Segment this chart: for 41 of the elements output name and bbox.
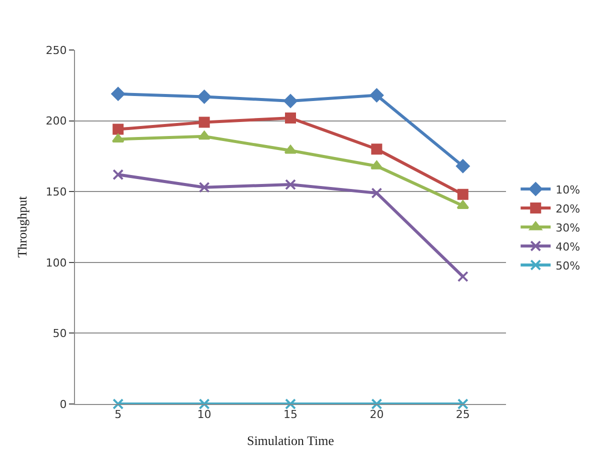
point <box>284 94 298 108</box>
legend-label: 10% <box>556 183 580 196</box>
point <box>371 144 382 155</box>
legend-label: 20% <box>556 202 580 216</box>
point <box>371 188 382 199</box>
y-axis-title: Throughput <box>14 196 30 258</box>
point <box>197 90 212 104</box>
point <box>111 87 125 101</box>
point <box>371 398 382 410</box>
point <box>198 116 210 128</box>
x-tick-label: 5 <box>114 408 122 422</box>
point <box>285 179 296 190</box>
point <box>456 200 470 210</box>
point <box>370 88 384 102</box>
legend-label: 40% <box>556 240 580 254</box>
x-tick-label: 15 <box>284 408 298 422</box>
y-tick-label: 50 <box>52 327 67 340</box>
y-tick-label: 0 <box>60 398 67 411</box>
point <box>285 112 296 124</box>
legend-label: 50% <box>556 259 580 272</box>
point <box>198 130 210 140</box>
x-axis-title: Simulation Time <box>246 432 334 448</box>
point <box>456 159 470 173</box>
point <box>198 398 210 410</box>
point <box>112 169 124 180</box>
y-tick-label: 100 <box>46 256 67 270</box>
point <box>198 182 210 193</box>
point <box>112 124 124 135</box>
x-tick-label: 25 <box>456 408 470 422</box>
point <box>457 271 468 282</box>
y-tick-label: 200 <box>46 114 67 128</box>
point <box>457 188 468 200</box>
point <box>112 398 124 410</box>
y-tick-label: 250 <box>46 44 67 57</box>
point <box>457 398 468 410</box>
point <box>370 160 383 170</box>
x-tick-label: 20 <box>370 408 384 422</box>
point <box>285 398 296 410</box>
x-tick-label: 10 <box>197 408 212 422</box>
y-tick-label: 150 <box>46 185 67 198</box>
legend-label: 30% <box>556 221 580 234</box>
